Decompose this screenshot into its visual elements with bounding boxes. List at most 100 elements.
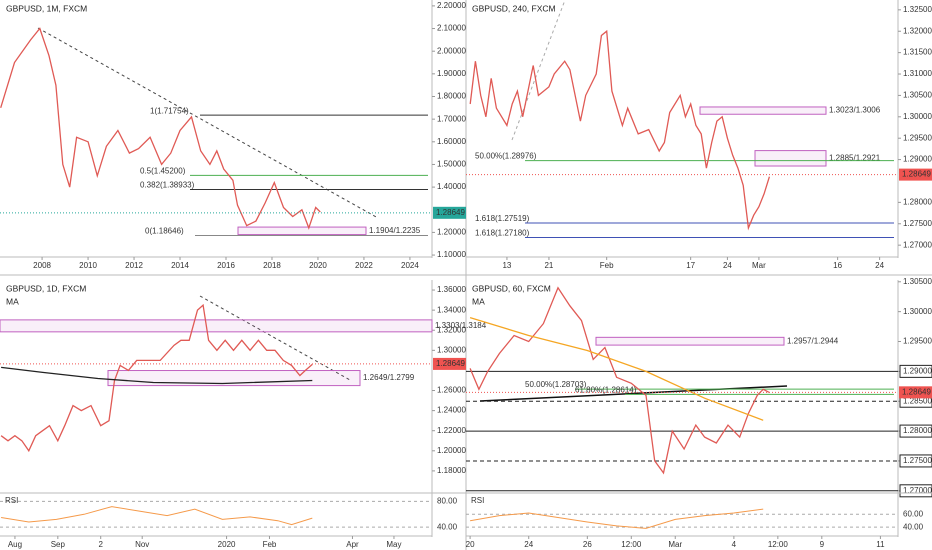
rsi-line	[470, 508, 764, 529]
fib-label: 1(1.71754)	[150, 106, 189, 115]
y-tick-label: 1.90000	[437, 69, 466, 78]
y-tick-label: 1.29000	[903, 366, 932, 375]
chart-title: GBPUSD, 240, FXCM	[472, 3, 556, 13]
price-line	[469, 286, 770, 475]
tick-box	[899, 454, 932, 468]
y-tick-label: 1.70000	[437, 114, 466, 123]
zone-label: 1.2649/1.2799	[363, 373, 415, 382]
y-tick-label: 1.18000	[437, 466, 466, 475]
y-tick-label: 1.20000	[437, 228, 466, 237]
y-tick-label: 2.10000	[437, 24, 466, 33]
y-tick-label: 1.28500	[903, 396, 932, 405]
y-tick-label: 1.40000	[437, 182, 466, 191]
x-tick-label: Nov	[135, 540, 149, 549]
y-tick-label: 1.31500	[903, 48, 932, 57]
y-tick-label: 1.29500	[903, 133, 932, 142]
y-tick-label: 1.27500	[903, 219, 932, 228]
x-tick-label: Mar	[668, 540, 682, 549]
x-tick-label: Mar	[752, 261, 766, 270]
y-tick-label: 1.60000	[437, 137, 466, 146]
y-tick-label: 40.00	[903, 522, 924, 531]
price-box	[899, 386, 932, 399]
price-box	[433, 206, 466, 219]
zone-label: 1.3023/1.3006	[829, 106, 881, 115]
y-tick-label: 1.10000	[437, 250, 466, 259]
x-tick-label: Apr	[346, 540, 359, 549]
y-tick-label: 1.30000	[437, 345, 466, 354]
x-tick-label: Feb	[600, 261, 614, 270]
price-label: 1.28649	[902, 387, 931, 396]
fib-label: 50.00%(1.28976)	[475, 152, 537, 161]
y-tick-label: 1.32000	[437, 325, 466, 334]
y-tick-label: 1.80000	[437, 92, 466, 101]
legend-entry: MA	[6, 296, 19, 306]
fib-label: 0.5(1.45200)	[140, 166, 186, 175]
price-line	[0, 303, 313, 453]
y-tick-label: 1.50000	[437, 160, 466, 169]
price-line	[469, 29, 771, 231]
x-tick-label: 2014	[171, 261, 189, 270]
y-tick-label: 1.30000	[903, 307, 932, 316]
fib-label: 1.618(1.27519)	[475, 214, 530, 223]
x-tick-label: 2008	[33, 261, 51, 270]
x-tick-label: 2016	[217, 261, 235, 270]
y-tick-label: 1.20000	[437, 446, 466, 455]
x-tick-label: 21	[544, 261, 553, 270]
price-label: 1.28649	[436, 208, 465, 217]
rsi-label: RSI	[5, 496, 18, 505]
zone-label: 1.1904/1.2235	[369, 226, 421, 235]
x-tick-label: 2018	[263, 261, 281, 270]
y-tick-label: 60.00	[903, 509, 924, 518]
y-tick-label: 40.00	[437, 522, 458, 531]
legend-entry: MA	[472, 296, 485, 306]
y-tick-label: 1.34000	[437, 305, 466, 314]
price-label: 1.28649	[436, 359, 465, 368]
x-tick-label: 12:00	[768, 540, 789, 549]
price-label: 1.28649	[902, 170, 931, 179]
x-tick-label: Sep	[51, 540, 66, 549]
y-tick-label: 1.32000	[903, 26, 932, 35]
zone	[107, 370, 361, 387]
x-tick-label: 2012	[125, 261, 143, 270]
y-tick-label: 1.27500	[903, 456, 932, 465]
zone	[237, 226, 367, 236]
y-tick-label: 2.20000	[437, 1, 466, 10]
chart-title: GBPUSD, 1M, FXCM	[6, 3, 87, 13]
fib-label: 1.618(1.27180)	[475, 229, 530, 238]
x-tick-label: 2020	[309, 261, 327, 270]
y-tick-label: 1.30500	[903, 91, 932, 100]
y-tick-label: 1.29000	[903, 155, 932, 164]
tick-box	[899, 364, 932, 378]
y-tick-label: 2.00000	[437, 46, 466, 55]
y-tick-label: 1.31000	[903, 69, 932, 78]
y-tick-label: 1.30000	[903, 112, 932, 121]
x-tick-label: 24	[723, 261, 732, 270]
x-tick-label: 24	[875, 261, 884, 270]
fib-label: 0(1.18646)	[145, 227, 184, 236]
fib-label: 61.80%(1.28614)	[575, 386, 637, 395]
zone	[595, 336, 785, 346]
x-tick-label: 4	[732, 540, 737, 549]
y-tick-label: 1.32500	[903, 5, 932, 14]
fib-label: 50.00%(1.28703)	[525, 380, 587, 389]
price-line	[469, 316, 764, 421]
zone-label: 1.2885/1.2921	[829, 153, 881, 162]
price-line	[0, 27, 321, 230]
zone	[0, 319, 433, 333]
price-line	[1, 366, 313, 385]
zone	[754, 150, 827, 167]
x-tick-label: 16	[833, 261, 842, 270]
price-box	[899, 168, 932, 181]
zone-label: 1.2957/1.2944	[787, 336, 839, 345]
y-tick-label: 1.24000	[437, 406, 466, 415]
y-tick-label: 1.22000	[437, 426, 466, 435]
x-tick-label: 2022	[355, 261, 373, 270]
y-tick-label: 1.27000	[903, 486, 932, 495]
rsi-label: RSI	[471, 496, 484, 505]
x-tick-label: 2	[98, 540, 103, 549]
trendline	[479, 385, 788, 402]
x-tick-label: Aug	[8, 540, 22, 549]
fib-label: 0.382(1.38933)	[140, 181, 195, 190]
zone-label: 1.3303/1.3184	[435, 321, 487, 330]
